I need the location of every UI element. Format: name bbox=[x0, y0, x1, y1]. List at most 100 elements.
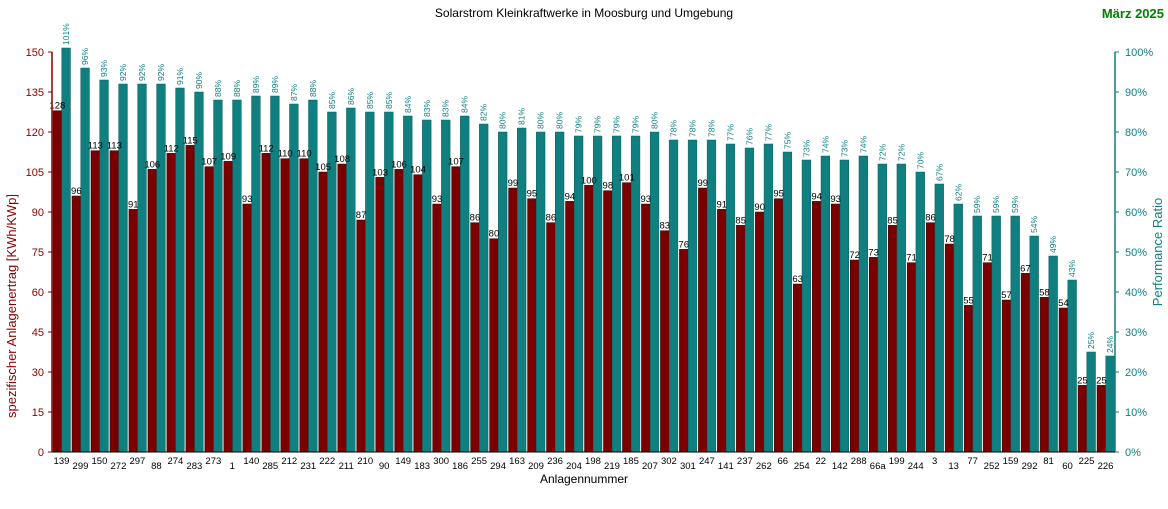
label-yield: 94 bbox=[565, 191, 576, 202]
x-tick-label: 226 bbox=[1098, 461, 1114, 472]
bar-yield bbox=[394, 169, 404, 453]
x-tick-label: 1 bbox=[230, 461, 235, 472]
bar-yield bbox=[887, 225, 898, 453]
label-yield: 85 bbox=[735, 215, 746, 226]
x-tick-label: 262 bbox=[756, 461, 772, 472]
left-tick-label: 45 bbox=[32, 327, 44, 339]
bar-yield bbox=[698, 187, 708, 453]
bar-yield bbox=[1020, 273, 1031, 453]
bar-yield bbox=[717, 209, 727, 453]
bar-yield bbox=[375, 177, 385, 453]
bar-performance-ratio bbox=[498, 131, 508, 453]
bar-yield bbox=[242, 203, 252, 453]
bar-yield bbox=[622, 182, 632, 453]
x-tick-label: 302 bbox=[661, 456, 677, 467]
label-performance-ratio: 59% bbox=[972, 196, 982, 213]
bar-yield bbox=[660, 230, 670, 453]
bar-yield bbox=[109, 150, 119, 453]
label-yield: 105 bbox=[315, 162, 331, 173]
label-performance-ratio: 43% bbox=[1067, 260, 1077, 277]
label-yield: 110 bbox=[297, 149, 312, 160]
x-tick-label: 66a bbox=[870, 461, 887, 472]
x-tick-label: 294 bbox=[490, 461, 506, 472]
bar-yield bbox=[147, 169, 157, 453]
bar-yield bbox=[1039, 297, 1050, 453]
label-yield: 54 bbox=[1058, 298, 1069, 309]
left-tick-label: 75 bbox=[32, 247, 44, 259]
label-yield: 113 bbox=[107, 141, 122, 152]
right-tick-label: 90% bbox=[1125, 87, 1147, 99]
label-performance-ratio: 79% bbox=[631, 116, 641, 133]
x-tick-label: 60 bbox=[1062, 461, 1073, 472]
x-tick-label: 300 bbox=[433, 456, 449, 467]
label-yield: 67 bbox=[1020, 263, 1031, 274]
bar-yield bbox=[280, 158, 290, 453]
label-performance-ratio: 73% bbox=[839, 140, 849, 157]
label-yield: 86 bbox=[470, 213, 481, 224]
label-performance-ratio: 59% bbox=[991, 196, 1001, 213]
label-yield: 73 bbox=[868, 247, 879, 258]
label-performance-ratio: 77% bbox=[725, 124, 735, 141]
x-tick-label: 150 bbox=[92, 456, 108, 467]
label-performance-ratio: 86% bbox=[346, 88, 356, 105]
bar-yield bbox=[261, 153, 271, 453]
label-performance-ratio: 81% bbox=[517, 108, 527, 125]
label-yield: 86 bbox=[925, 213, 936, 224]
label-yield: 104 bbox=[410, 165, 426, 176]
label-yield: 99 bbox=[697, 178, 708, 189]
x-tick-label: 142 bbox=[832, 461, 848, 472]
bar-performance-ratio bbox=[763, 143, 774, 453]
label-performance-ratio: 85% bbox=[384, 92, 394, 109]
label-yield: 106 bbox=[391, 159, 407, 170]
label-performance-ratio: 74% bbox=[858, 136, 868, 153]
label-performance-ratio: 96% bbox=[80, 48, 90, 65]
x-tick-label: 207 bbox=[642, 461, 658, 472]
label-performance-ratio: 85% bbox=[365, 92, 375, 109]
label-performance-ratio: 73% bbox=[801, 140, 811, 157]
bar-performance-ratio bbox=[1048, 255, 1058, 453]
x-tick-label: 139 bbox=[54, 456, 70, 467]
label-yield: 107 bbox=[201, 157, 217, 168]
label-yield: 76 bbox=[678, 239, 689, 250]
chart-subtitle: März 2025 bbox=[1102, 6, 1164, 21]
bar-yield bbox=[793, 283, 803, 453]
x-tick-label: 285 bbox=[262, 461, 278, 472]
bar-performance-ratio bbox=[725, 143, 736, 453]
bar-yield bbox=[128, 209, 138, 453]
label-yield: 90 bbox=[754, 202, 765, 213]
bar-yield bbox=[565, 201, 575, 453]
left-tick-label: 0 bbox=[38, 447, 44, 459]
bar-yield bbox=[774, 198, 784, 453]
bar-yield bbox=[982, 262, 993, 453]
bar-yield bbox=[755, 211, 765, 453]
label-yield: 93 bbox=[830, 194, 841, 205]
label-performance-ratio: 80% bbox=[536, 112, 546, 129]
bar-performance-ratio bbox=[555, 131, 565, 453]
bar-yield bbox=[584, 185, 594, 453]
label-yield: 80 bbox=[489, 229, 500, 240]
label-performance-ratio: 62% bbox=[953, 184, 963, 201]
left-tick-label: 15 bbox=[32, 407, 44, 419]
bar-performance-ratio bbox=[1029, 235, 1039, 453]
bar-performance-ratio bbox=[80, 67, 90, 453]
x-tick-label: 209 bbox=[528, 461, 544, 472]
label-yield: 85 bbox=[887, 215, 898, 226]
label-performance-ratio: 80% bbox=[498, 112, 508, 129]
label-yield: 83 bbox=[660, 221, 671, 232]
label-yield: 25 bbox=[1096, 375, 1107, 386]
label-performance-ratio: 80% bbox=[650, 112, 660, 129]
label-performance-ratio: 70% bbox=[915, 152, 925, 169]
label-yield: 71 bbox=[906, 253, 917, 264]
label-yield: 101 bbox=[619, 173, 635, 184]
x-tick-label: 237 bbox=[737, 456, 753, 467]
bar-yield bbox=[451, 166, 461, 453]
right-tick-label: 100% bbox=[1125, 47, 1153, 59]
bar-yield bbox=[527, 198, 537, 453]
x-axis-label: Anlagennummer bbox=[540, 472, 628, 486]
label-yield: 112 bbox=[259, 143, 274, 154]
x-tick-labels: 139 299 150 272 297 88 274 283 273 1 140 285 212 231 2… bbox=[54, 456, 1114, 472]
bar-yield bbox=[603, 190, 613, 453]
bar-yield bbox=[432, 203, 442, 453]
label-yield: 109 bbox=[220, 151, 236, 162]
right-tick-label: 20% bbox=[1125, 367, 1147, 379]
